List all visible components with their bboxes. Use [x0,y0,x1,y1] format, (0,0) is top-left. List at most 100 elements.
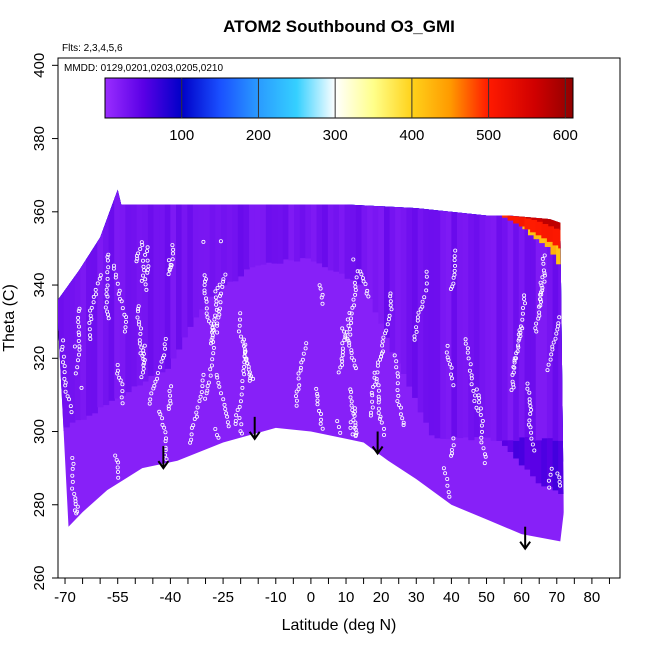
field-cell-hot-420 [291,189,299,190]
field-cell-30 [147,189,155,376]
field-cell-320 [204,189,211,197]
field-cell-hot-420 [365,189,372,193]
field-cell-30 [80,189,87,420]
field-cell-hot-500 [333,157,339,185]
observation-point [73,502,78,507]
observation-point [123,325,128,330]
field-cell-250 [322,189,329,210]
observation-point [163,430,168,435]
observation-point [215,285,220,290]
field-cell-250 [198,189,205,209]
field-cells [58,157,564,542]
observation-point [158,412,163,417]
observation-point [243,349,248,354]
observation-point [135,315,140,320]
observation-point [339,356,344,361]
observation-point [335,419,340,424]
observation-point [353,427,358,432]
observation-point [233,418,238,423]
field-cell-250 [423,189,430,217]
observation-point [142,343,147,348]
observation-point [166,272,171,277]
observation-point [296,376,301,381]
observation-point [318,421,323,426]
field-cell-250 [294,189,301,210]
observation-point [479,429,484,434]
observation-point [213,289,218,294]
observation-point [353,366,358,371]
observation-point [195,405,200,410]
observation-point [214,372,219,377]
observation-point [398,412,403,417]
field-cell-30 [322,189,329,268]
observation-point [297,383,302,388]
field-cell-hot-420 [449,189,456,201]
field-cell-30 [209,189,216,297]
field-cell-hot-420 [466,189,473,203]
observation-point [97,276,102,281]
observation-point [251,376,256,381]
field-cell-30 [153,189,160,375]
field-cell-hot-570 [531,189,538,220]
field-cell-hot-500 [546,189,554,242]
observation-point [446,357,451,362]
observation-point [350,408,355,413]
observation-point [401,420,406,425]
observation-point [189,432,194,437]
observation-point [479,423,484,428]
observation-point [349,399,354,404]
observation-point [139,240,144,245]
observation-point [168,393,173,398]
observation-point [542,279,547,284]
field-cell-30 [473,189,481,438]
observation-point [347,310,352,315]
field-cell-320 [299,189,306,200]
observation-point [527,390,532,395]
field-cell-250 [389,189,396,211]
field-cell-hot-420 [387,189,394,195]
observation-point [361,279,366,284]
observation-point [452,254,457,259]
observation-point [140,258,145,263]
field-cell-hot-420 [174,157,180,186]
observation-point [318,411,323,416]
field-cell-30 [254,189,261,266]
observation-point [105,270,110,275]
field-cell-hot-500 [417,189,424,196]
observation-point [353,423,358,428]
observation-point [420,299,425,304]
observation-point [205,315,210,320]
observation-point [155,376,160,381]
observation-point [549,466,554,471]
observation-point [348,420,353,425]
field-cell-hot-500 [502,189,509,218]
observation-point [198,394,203,399]
observation-point [201,239,206,244]
observation-point [217,293,222,298]
field-cell-hot-500 [451,189,458,202]
observation-point [514,351,519,356]
field-cell-hot-500 [350,157,356,187]
observation-point [525,381,530,386]
observation-point [424,274,429,279]
field-cell-hot-420 [202,157,208,186]
observation-point [448,372,453,377]
observation-point [336,370,341,375]
observation-point [354,275,359,280]
observation-point [348,425,353,430]
field-cell-320 [378,189,385,200]
observation-point [202,273,207,278]
observation-point [70,473,75,478]
observation-point [396,374,401,379]
observation-point [549,352,554,357]
field-cell-30 [327,189,334,271]
field-cell-250 [395,189,402,209]
observation-point [539,290,544,295]
observation-point [527,400,532,405]
field-cell-30 [502,189,509,441]
field-cell-250 [412,189,419,213]
observation-point [240,339,245,344]
field-cell-30 [451,189,458,438]
field-cell-hot-500 [530,189,537,233]
observation-point [352,303,357,308]
